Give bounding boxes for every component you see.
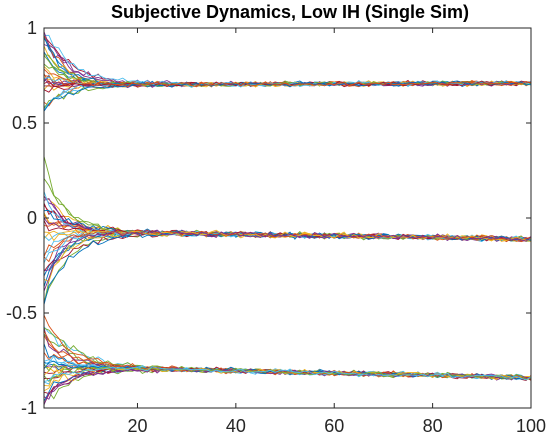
series-line-upper-14	[43, 35, 532, 87]
axes	[43, 27, 532, 409]
series-line-middle-27	[43, 230, 532, 305]
series-line-middle-29	[43, 229, 532, 242]
x-tick-label: 60	[324, 416, 344, 436]
series-line-upper-20	[43, 34, 532, 88]
series-line-upper-25	[43, 31, 532, 87]
y-tick-label: 0.5	[12, 113, 37, 133]
y-tick-label: 1	[27, 18, 37, 38]
x-tick-label: 20	[127, 416, 147, 436]
series-layer	[43, 31, 532, 405]
x-tick-label: 100	[516, 416, 546, 436]
series-line-middle-10	[43, 230, 532, 304]
x-tick-label: 40	[226, 416, 246, 436]
x-tick-label: 80	[423, 416, 443, 436]
y-tick-label: -0.5	[6, 303, 37, 323]
y-tick-label: 0	[27, 208, 37, 228]
tick-labels: 20 40 60 80 100 1 0.5 0 -0.5 -1	[6, 18, 546, 436]
chart-title: Subjective Dynamics, Low IH (Single Sim)	[111, 2, 469, 22]
y-tick-label: -1	[21, 398, 37, 418]
series-line-middle-30	[43, 229, 532, 292]
series-line-lower-30	[43, 366, 532, 383]
series-line-upper-15	[43, 35, 532, 88]
series-line-middle-13	[43, 230, 532, 287]
series-line-upper-16	[43, 34, 532, 87]
series-line-upper-30	[43, 68, 532, 88]
series-line-middle-3	[43, 229, 532, 303]
